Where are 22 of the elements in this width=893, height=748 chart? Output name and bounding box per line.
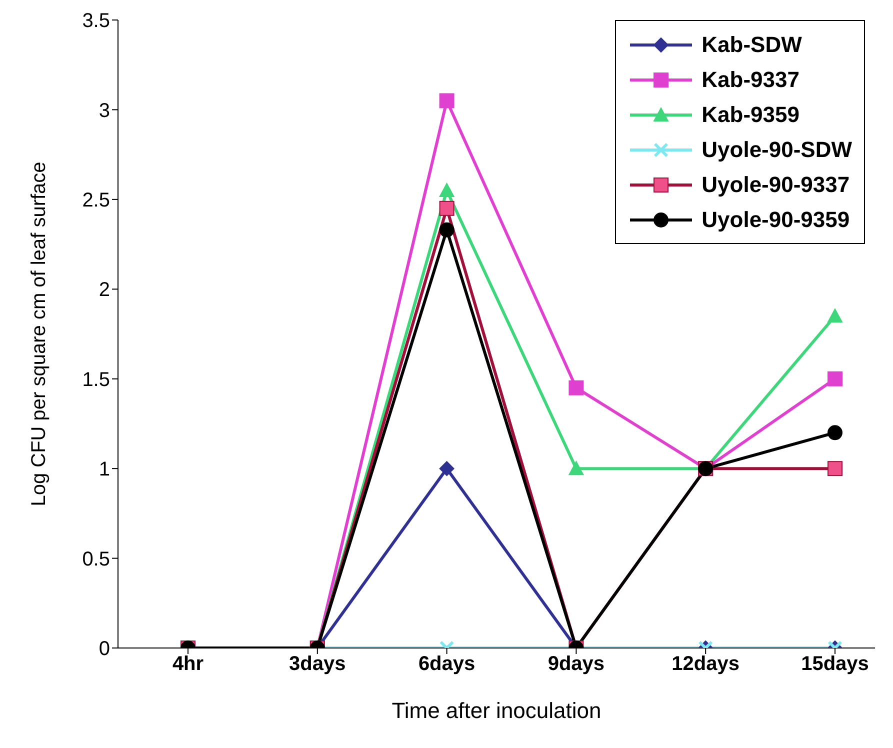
- legend-label: Uyole-90-9359: [702, 206, 850, 232]
- legend-label: Uyole-90-9337: [702, 172, 850, 198]
- y-tick-label: 1.5: [82, 368, 110, 391]
- y-axis-title: Log CFU per square cm of leaf surface: [28, 162, 50, 506]
- y-tick-label: 0: [98, 638, 110, 660]
- x-tick-label: 6days: [418, 653, 476, 676]
- y-tick-label: 0.5: [82, 548, 110, 570]
- x-tick-label: 3days: [289, 653, 346, 676]
- y-tick-label: 3.5: [82, 10, 110, 32]
- x-tick-label: 9days: [548, 653, 605, 676]
- legend-label: Kab-SDW: [702, 32, 802, 58]
- x-tick-label: 12days: [672, 653, 740, 676]
- x-tick-label: 15days: [801, 653, 869, 676]
- y-tick-label: 3: [98, 100, 110, 122]
- legend-label: Uyole-90-SDW: [702, 136, 852, 162]
- x-axis-title: Time after inoculation: [392, 698, 602, 723]
- y-tick-label: 2: [98, 279, 110, 302]
- y-tick-label: 2.5: [82, 190, 110, 212]
- legend-label: Kab-9359: [702, 102, 800, 128]
- legend-label: Kab-9337: [702, 66, 800, 92]
- x-tick-label: 4hr: [172, 653, 204, 676]
- y-tick-label: 1: [98, 458, 110, 481]
